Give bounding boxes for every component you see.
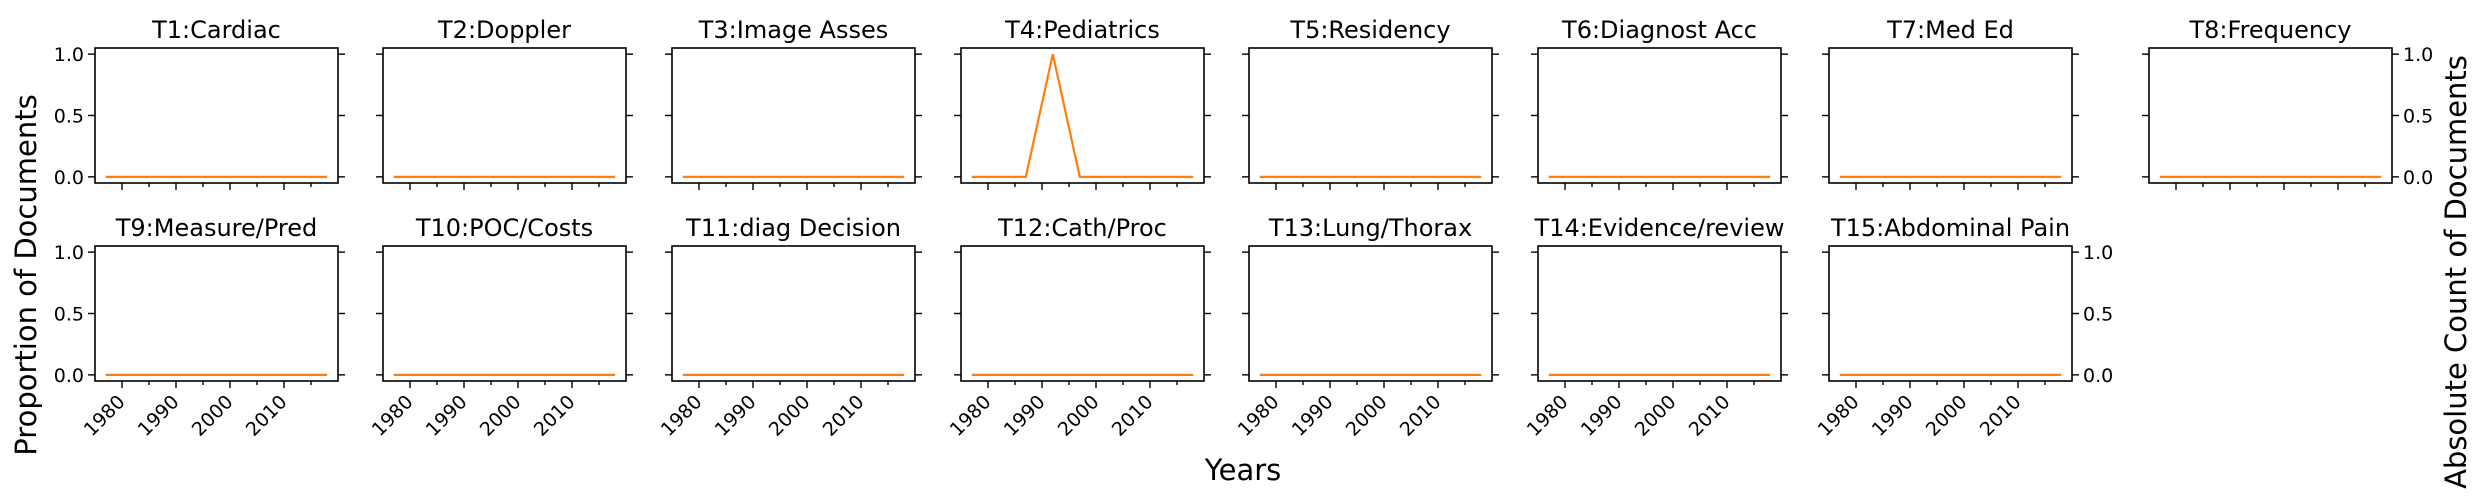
panel-title: T10:POC/Costs — [415, 214, 593, 242]
panel-5: T5:Residency — [1242, 16, 1499, 190]
axes-frame — [1537, 47, 1782, 184]
x-tick-label: 2000 — [1631, 391, 1681, 441]
panel-title: T12:Cath/Proc — [997, 214, 1167, 242]
y-tick-label-left: 1.0 — [54, 242, 84, 264]
y-tick-label-right: 0.0 — [2083, 365, 2113, 387]
axes-frame — [2148, 47, 2393, 184]
x-tick-label: 2010 — [819, 391, 869, 441]
y-tick-label-left: 0.0 — [54, 365, 84, 387]
x-tick-label: 1980 — [946, 391, 996, 441]
panel-7: T7:Med Ed — [1822, 16, 2079, 190]
x-tick-label: 1990 — [711, 391, 761, 441]
axes-frame — [1828, 47, 2073, 184]
x-tick-label: 1980 — [1523, 391, 1573, 441]
panel-3: T3:Image Asses — [665, 16, 922, 190]
panel-10: T10:POC/Costs 1980 1990 2000 2010 — [368, 214, 633, 441]
panel-9: T9:Measure/Pred 0.0 0.5 1.0 1980 1990 2000 2010 — [54, 214, 345, 441]
x-tick-label: 2000 — [1922, 391, 1972, 441]
panel-title: T13:Lung/Thorax — [1268, 214, 1472, 242]
axes-frame — [960, 47, 1205, 184]
panel-title: T8:Frequency — [2189, 16, 2352, 44]
x-tick-label: 1980 — [368, 391, 418, 441]
x-tick-label: 2000 — [188, 391, 238, 441]
right-ylabel: Absolute Count of Documents — [2439, 55, 2473, 489]
axes-frame — [382, 245, 627, 382]
panel-title: T14:Evidence/review — [1534, 214, 1785, 242]
panel-2: T2:Doppler — [376, 16, 633, 190]
x-tick-label: 2000 — [476, 391, 526, 441]
y-tick-label-left: 0.5 — [54, 106, 84, 128]
panel-title: T5:Residency — [1289, 16, 1450, 44]
axes-frame — [671, 47, 916, 184]
x-tick-label: 2010 — [1976, 391, 2026, 441]
panel-title: T2:Doppler — [437, 16, 571, 44]
x-tick-label: 1990 — [134, 391, 184, 441]
panel-14: T14:Evidence/review 1980 1990 2000 2010 — [1523, 214, 1788, 441]
panel-11: T11:diag Decision 1980 1990 2000 2010 — [657, 214, 922, 441]
axes-frame — [94, 47, 339, 184]
axes-frame — [671, 245, 916, 382]
axes-frame — [94, 245, 339, 382]
x-tick-label: 2010 — [1685, 391, 1735, 441]
x-tick-label: 1990 — [1577, 391, 1627, 441]
panel-title: T9:Measure/Pred — [115, 214, 318, 242]
x-tick-label: 2010 — [530, 391, 580, 441]
y-tick-label-right: 1.0 — [2403, 44, 2433, 66]
panel-title: T15:Abdominal Pain — [1830, 214, 2070, 242]
panel-title: T6:Diagnost Acc — [1561, 16, 1757, 44]
y-tick-label-right: 0.0 — [2403, 167, 2433, 189]
x-tick-label: 2000 — [1054, 391, 1104, 441]
x-tick-label: 2010 — [1108, 391, 1158, 441]
x-tick-label: 1990 — [1868, 391, 1918, 441]
y-tick-label-left: 0.0 — [54, 167, 84, 189]
series-line — [971, 53, 1194, 178]
panel-15: T15:Abdominal Pain 0.0 0.5 1.0 1980 1990 2000 2… — [1814, 214, 2113, 441]
y-tick-label-left: 1.0 — [54, 44, 84, 66]
x-tick-label: 1980 — [1814, 391, 1864, 441]
x-tick-label: 1990 — [1000, 391, 1050, 441]
x-tick-label: 2000 — [1342, 391, 1392, 441]
panel-4: T4:Pediatrics — [954, 16, 1211, 190]
panel-title: T3:Image Asses — [698, 16, 889, 44]
y-tick-label-left: 0.5 — [54, 304, 84, 326]
xlabel: Years — [1204, 453, 1282, 487]
axes-frame — [1828, 245, 2073, 382]
x-tick-label: 1990 — [1288, 391, 1338, 441]
panel-1: T1:Cardiac 0.0 0.5 1.0 — [54, 16, 345, 190]
x-tick-label: 2000 — [765, 391, 815, 441]
panel-8: T8:Frequency 0.0 0.5 1.0 — [2142, 16, 2433, 190]
x-tick-label: 1980 — [657, 391, 707, 441]
x-tick-label: 2010 — [1396, 391, 1446, 441]
panel-title: T4:Pediatrics — [1004, 16, 1160, 44]
axes-frame — [382, 47, 627, 184]
y-tick-label-right: 1.0 — [2083, 242, 2113, 264]
x-tick-label: 1980 — [80, 391, 130, 441]
axes-frame — [1537, 245, 1782, 382]
panel-title: T1:Cardiac — [151, 16, 281, 44]
axes-frame — [960, 245, 1205, 382]
y-tick-label-right: 0.5 — [2403, 106, 2433, 128]
panel-12: T12:Cath/Proc 1980 1990 2000 2010 — [946, 214, 1211, 441]
panel-13: T13:Lung/Thorax 1980 1990 2000 2010 — [1234, 214, 1499, 441]
axes-frame — [1248, 47, 1493, 184]
left-ylabel: Proportion of Documents — [9, 94, 43, 455]
axes-frame — [1248, 245, 1493, 382]
x-tick-label: 1980 — [1234, 391, 1284, 441]
x-tick-label: 2010 — [242, 391, 292, 441]
y-tick-label-right: 0.5 — [2083, 304, 2113, 326]
x-tick-label: 1990 — [422, 391, 472, 441]
panels: T1:Cardiac 0.0 0.5 1.0 T2:Doppler T3:Image As… — [54, 16, 2433, 441]
panel-6: T6:Diagnost Acc — [1531, 16, 1788, 190]
panel-title: T11:diag Decision — [685, 214, 901, 242]
panel-title: T7:Med Ed — [1886, 16, 2014, 44]
